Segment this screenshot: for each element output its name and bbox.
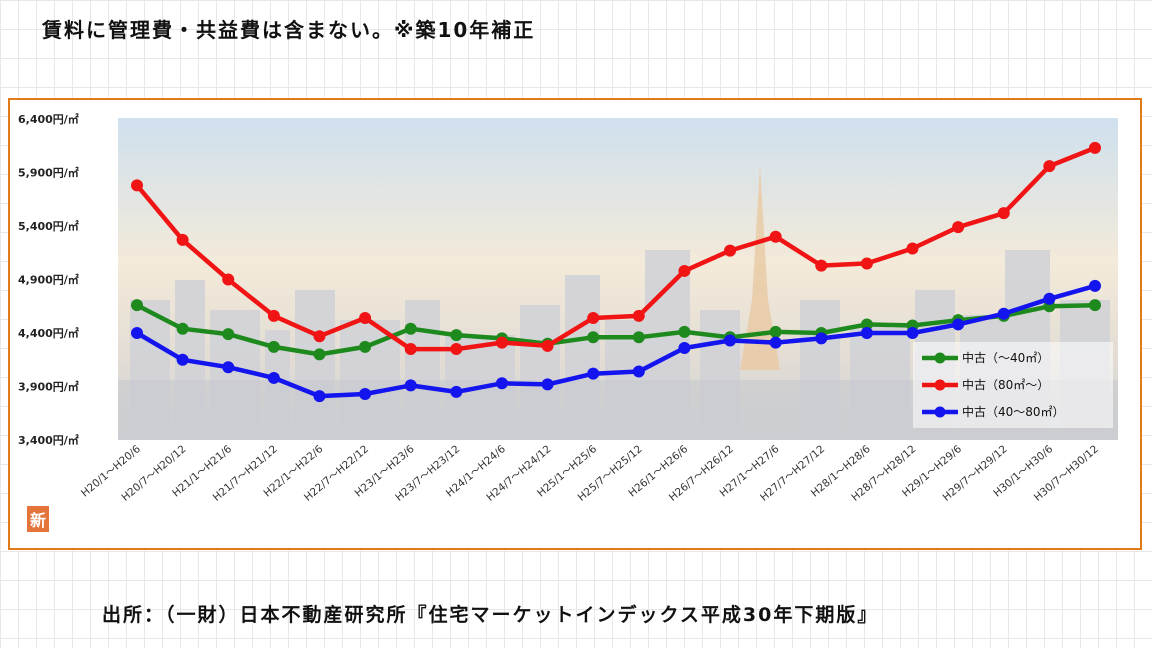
y-tick-label: 3,400円/㎡	[18, 433, 79, 447]
data-point	[359, 312, 372, 325]
y-tick-label: 3,900円/㎡	[18, 380, 79, 394]
data-point	[769, 325, 782, 338]
data-point	[131, 179, 143, 192]
data-point	[222, 328, 235, 341]
data-point	[997, 307, 1010, 320]
legend-swatch-marker	[934, 379, 946, 391]
data-point	[860, 318, 873, 331]
new-badge-icon: 新	[27, 506, 49, 532]
data-point	[176, 322, 189, 335]
data-point	[450, 385, 463, 398]
data-point	[313, 348, 326, 361]
data-point	[404, 343, 417, 356]
data-point	[724, 244, 737, 257]
data-point	[952, 318, 965, 331]
series-line	[135, 302, 1096, 357]
data-point	[359, 340, 372, 353]
y-tick-label: 4,400円/㎡	[18, 326, 79, 340]
legend-label: 中古（40～80㎡）	[962, 404, 1065, 419]
data-point	[906, 242, 919, 255]
data-point	[952, 221, 965, 234]
data-point	[222, 273, 235, 286]
rent-note-header: 賃料に管理費・共益費は含まない。※築10年補正	[42, 18, 536, 42]
data-point	[1089, 141, 1101, 154]
data-point	[678, 264, 691, 277]
data-point	[131, 299, 143, 312]
data-point	[176, 353, 189, 366]
series-line	[135, 283, 1096, 399]
series-2	[131, 141, 1101, 356]
data-point	[587, 331, 600, 344]
y-tick-label: 4,900円/㎡	[18, 273, 79, 287]
data-point	[541, 378, 554, 391]
y-tick-label: 5,900円/㎡	[18, 166, 79, 180]
data-point	[495, 377, 508, 390]
data-point	[131, 327, 143, 339]
data-point	[769, 230, 782, 243]
data-point	[267, 371, 280, 384]
data-point	[404, 322, 417, 335]
source-citation: 出所：（一財）日本不動産研究所『住宅マーケットインデックス平成30年下期版』	[102, 604, 879, 626]
data-point	[724, 334, 737, 347]
data-point	[267, 309, 280, 322]
data-point	[587, 367, 600, 380]
data-point	[1089, 299, 1101, 312]
data-point	[495, 336, 508, 349]
data-point	[815, 259, 828, 272]
series-line	[135, 145, 1096, 352]
data-point	[678, 341, 691, 354]
data-point	[997, 207, 1010, 220]
legend-label: 中古（～40㎡）	[962, 350, 1049, 365]
data-point	[1043, 292, 1056, 305]
data-point	[267, 340, 280, 353]
data-point	[450, 329, 463, 342]
data-point	[815, 332, 828, 345]
data-point	[860, 327, 873, 339]
data-point	[404, 379, 417, 392]
data-point	[176, 233, 189, 246]
legend-label: 中古（80㎡～）	[962, 377, 1049, 392]
data-point	[450, 343, 463, 356]
data-point	[632, 309, 645, 322]
series-1	[131, 299, 1101, 361]
series-3	[131, 279, 1101, 403]
data-point	[906, 327, 919, 339]
data-point	[587, 312, 600, 325]
y-tick-label: 6,400円/㎡	[18, 112, 79, 126]
legend-swatch-marker	[934, 352, 946, 364]
y-tick-label: 5,400円/㎡	[18, 219, 79, 233]
legend-swatch-marker	[934, 406, 946, 418]
data-point	[1043, 160, 1056, 173]
data-point	[313, 330, 326, 343]
data-point	[678, 325, 691, 338]
data-point	[632, 365, 645, 378]
data-point	[860, 257, 873, 270]
data-point	[222, 361, 235, 374]
data-point	[632, 331, 645, 344]
data-point	[541, 339, 554, 352]
data-point	[1089, 279, 1101, 292]
data-point	[769, 336, 782, 349]
data-point	[313, 390, 326, 403]
data-point	[359, 387, 372, 400]
